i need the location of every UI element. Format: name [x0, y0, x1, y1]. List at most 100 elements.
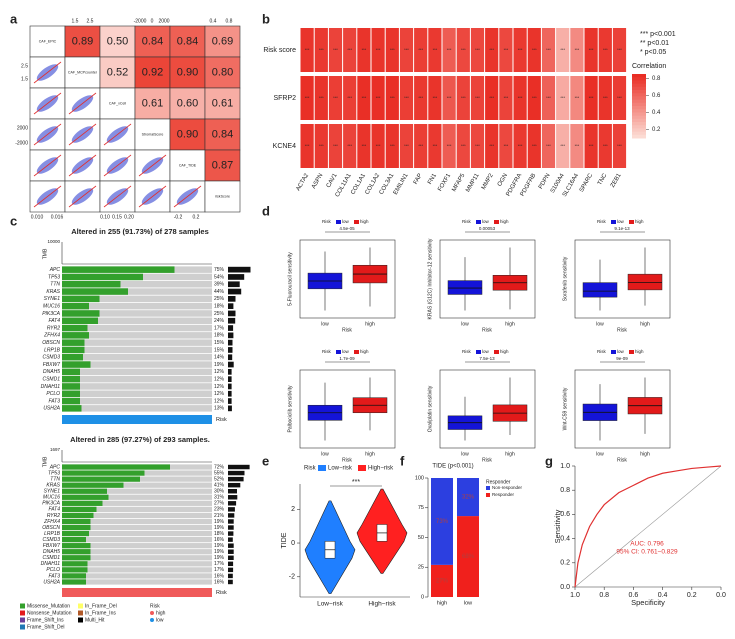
legend-swatch — [20, 610, 25, 616]
legend-swatch — [20, 624, 25, 630]
alteration-band — [62, 302, 89, 310]
heat-cell — [343, 28, 357, 72]
column-label: CAV1 — [326, 172, 339, 189]
heat-cell — [300, 76, 314, 120]
oncoplot-title: Altered in 285 (97.27%) of 293 samples. — [70, 435, 210, 444]
gene-label: MUC16 — [43, 303, 60, 309]
cell-label: *** — [319, 47, 324, 52]
percent-label: 19% — [214, 525, 225, 531]
colorbar-step — [632, 90, 646, 94]
legend-label: Multi_Hit — [85, 617, 105, 623]
gene-label: FAT4 — [49, 507, 61, 513]
x-tick-label: 0.2 — [687, 592, 697, 599]
legend-label: In_Frame_Del — [85, 603, 117, 609]
column-label: PDPN — [538, 173, 552, 190]
alteration-band — [62, 288, 128, 295]
cell-label: *** — [518, 47, 523, 52]
row-background — [62, 375, 212, 383]
heat-cell — [442, 124, 456, 168]
y-tick-label: 0.6 — [560, 511, 570, 518]
alteration-band — [62, 273, 143, 281]
axis-tick-label: 2000 — [17, 125, 28, 131]
alteration-bar — [228, 531, 234, 536]
alteration-band — [62, 281, 121, 288]
legend-title: Risk — [304, 466, 317, 472]
gene-label: TTN — [50, 282, 60, 288]
colorbar-step — [632, 106, 646, 110]
percent-label: 16% — [214, 573, 225, 579]
x-tick-label: 0.0 — [716, 592, 726, 599]
alteration-band — [62, 567, 88, 573]
row-background — [62, 317, 212, 324]
cell-label: *** — [390, 143, 395, 148]
heat-cell — [357, 28, 371, 72]
heat-cell — [598, 76, 612, 120]
y-axis-label: Sorafenib sensitivity — [562, 256, 568, 301]
value-label: 32% — [462, 495, 475, 501]
y-axis-label: KRAS (G12C) Inhibitor-12 sensitivity — [427, 238, 433, 319]
percent-label: 39% — [214, 282, 225, 288]
percent-label: 31% — [214, 495, 225, 501]
cell-label: *** — [603, 95, 608, 100]
column-label: MFAP5 — [451, 172, 466, 193]
p-value: 0.00053 — [479, 226, 496, 231]
gene-label: TTN — [50, 476, 60, 482]
gene-label: LRP1B — [44, 347, 61, 353]
fit-line — [68, 185, 97, 208]
colorbar-title: Correlation — [632, 63, 666, 70]
y-axis-label: Sensitivity — [553, 509, 562, 543]
plot-frame — [299, 239, 396, 319]
heat-cell — [527, 124, 541, 168]
cell-label: *** — [461, 47, 466, 52]
row-background — [62, 549, 212, 555]
axis-tick-label: 0.10 — [100, 214, 110, 220]
gene-label: CSMD1 — [42, 555, 60, 561]
alteration-bar — [228, 347, 233, 353]
plot-frame — [439, 239, 536, 319]
y-tick-label: 0.0 — [560, 584, 570, 591]
heat-cell — [556, 28, 570, 72]
legend-label: low — [617, 349, 625, 354]
column-label: FOXF1 — [437, 172, 452, 192]
row-label: SFRP2 — [273, 95, 296, 102]
box — [627, 273, 663, 291]
x-tick-label: low — [461, 451, 469, 457]
percent-label: 72% — [214, 464, 225, 470]
heat-cell — [385, 124, 399, 168]
legend-label: In_Frame_Ins — [85, 610, 116, 616]
percent-label: 19% — [214, 549, 225, 555]
alteration-band — [62, 482, 124, 488]
heat-cell — [385, 76, 399, 120]
heat-cell — [485, 76, 499, 120]
alteration-band — [62, 383, 80, 390]
cell-label: *** — [546, 95, 551, 100]
corr-cell — [99, 25, 136, 58]
legend-title: Risk — [597, 219, 606, 224]
percent-label: 12% — [214, 391, 225, 397]
colorbar-step — [632, 109, 646, 113]
column-label: FAP — [413, 173, 424, 186]
heat-cell — [442, 76, 456, 120]
matrix-cell — [29, 25, 66, 58]
alteration-bar — [228, 470, 245, 476]
heat-cell — [399, 76, 414, 120]
percent-label: 55% — [214, 470, 225, 476]
legend-label: high — [360, 349, 369, 354]
risk-label: Risk — [216, 417, 227, 423]
colorbar-step — [632, 77, 646, 81]
heat-cell — [527, 28, 541, 72]
oncoplot-title: Altered in 255 (91.73%) of 278 samples — [71, 227, 209, 236]
fit-line — [173, 185, 202, 208]
gene-label: USH2A — [43, 579, 60, 585]
row-background — [62, 310, 212, 317]
x-tick-label: 0.8 — [599, 592, 609, 599]
cell-label: *** — [560, 95, 565, 100]
legend-label: Nonsense_Mutation — [27, 610, 72, 616]
reference-line — [574, 465, 722, 588]
cell-label: *** — [589, 95, 594, 100]
cell-label: *** — [333, 95, 338, 100]
row-background — [62, 281, 212, 288]
column-label: SPARC — [579, 172, 595, 193]
alteration-band — [62, 555, 91, 561]
